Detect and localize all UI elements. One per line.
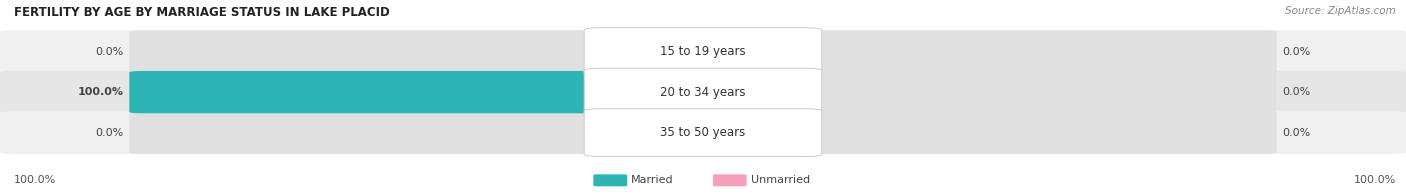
FancyBboxPatch shape: [692, 30, 1277, 73]
Text: 100.0%: 100.0%: [14, 175, 56, 185]
FancyBboxPatch shape: [0, 111, 1406, 154]
Text: 0.0%: 0.0%: [96, 128, 124, 138]
FancyBboxPatch shape: [692, 112, 1277, 154]
Text: 100.0%: 100.0%: [1354, 175, 1396, 185]
Text: FERTILITY BY AGE BY MARRIAGE STATUS IN LAKE PLACID: FERTILITY BY AGE BY MARRIAGE STATUS IN L…: [14, 6, 389, 19]
FancyBboxPatch shape: [585, 68, 821, 116]
FancyBboxPatch shape: [585, 109, 821, 157]
Text: Unmarried: Unmarried: [751, 175, 810, 185]
FancyBboxPatch shape: [593, 174, 627, 186]
Text: 0.0%: 0.0%: [96, 47, 124, 57]
Text: Source: ZipAtlas.com: Source: ZipAtlas.com: [1285, 6, 1396, 16]
Text: 0.0%: 0.0%: [1282, 47, 1310, 57]
Text: 100.0%: 100.0%: [77, 87, 124, 97]
FancyBboxPatch shape: [692, 71, 1277, 113]
Text: 0.0%: 0.0%: [1282, 128, 1310, 138]
FancyBboxPatch shape: [129, 112, 714, 154]
FancyBboxPatch shape: [129, 30, 714, 73]
Text: 0.0%: 0.0%: [1282, 87, 1310, 97]
Text: Married: Married: [631, 175, 673, 185]
FancyBboxPatch shape: [129, 71, 714, 113]
FancyBboxPatch shape: [585, 28, 821, 75]
FancyBboxPatch shape: [129, 71, 714, 113]
FancyBboxPatch shape: [0, 30, 1406, 73]
FancyBboxPatch shape: [713, 174, 747, 186]
FancyBboxPatch shape: [0, 71, 1406, 113]
Text: 15 to 19 years: 15 to 19 years: [661, 45, 745, 58]
Text: 35 to 50 years: 35 to 50 years: [661, 126, 745, 139]
Text: 20 to 34 years: 20 to 34 years: [661, 86, 745, 99]
